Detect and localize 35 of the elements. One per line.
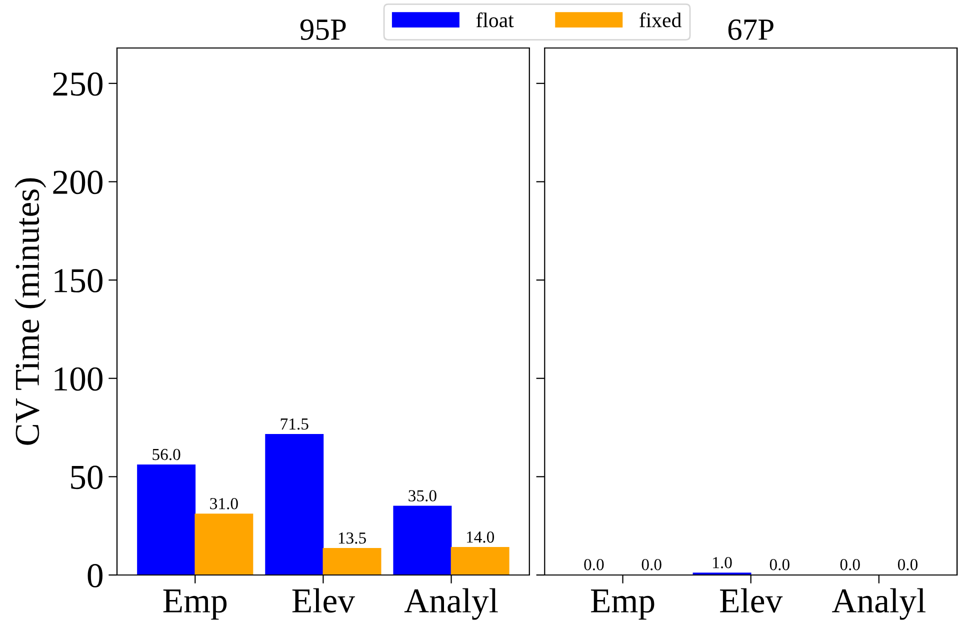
data-label: 13.5 [338, 532, 366, 544]
y-tick-label: 250 [53, 72, 102, 96]
bar [450, 547, 510, 575]
data-label: 1.0 [713, 557, 732, 568]
y-tick-label: 150 [54, 268, 102, 292]
data-label: 35.0 [408, 490, 436, 502]
data-label: 56.0 [152, 448, 180, 460]
data-label: 0.0 [642, 558, 662, 570]
chart-title: 95P [300, 19, 346, 40]
x-tick-label: Analyl [832, 588, 926, 620]
x-tick-label: Elev [292, 588, 356, 613]
y-tick-label: 50 [71, 466, 102, 490]
data-label: 0.0 [770, 558, 790, 570]
y-axis-title: CV Time (minutes) [14, 178, 46, 445]
x-tick-label: Emp [590, 590, 654, 620]
bar [265, 434, 324, 575]
x-tick-label: Analyl [404, 588, 498, 620]
y-tick-label: 0 [88, 564, 102, 588]
y-tick-label: 100 [54, 367, 102, 391]
chart-title: 67P [728, 19, 774, 40]
x-tick-label: Emp [163, 590, 227, 620]
bar [194, 514, 254, 575]
y-tick-label: 200 [53, 170, 102, 194]
data-label: 0.0 [898, 558, 918, 570]
x-tick-label: Elev [720, 588, 783, 613]
bar [393, 506, 452, 575]
bar [137, 464, 196, 575]
bar [322, 548, 382, 575]
data-label: 71.5 [280, 418, 308, 430]
data-label: 0.0 [840, 558, 860, 570]
legend-label: float [476, 12, 514, 28]
data-label: 0.0 [584, 558, 604, 570]
data-label: 31.0 [210, 498, 238, 510]
legend-label: fixed [640, 12, 682, 28]
data-label: 14.0 [466, 531, 494, 543]
